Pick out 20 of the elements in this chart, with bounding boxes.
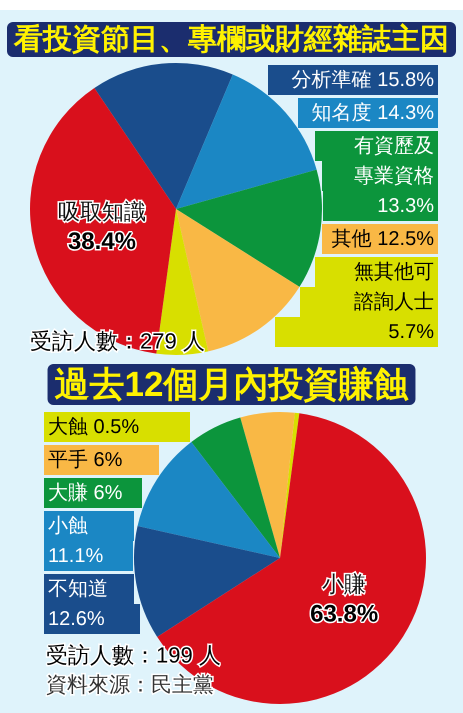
slice-label: 吸取知識 [58,198,146,224]
data-label: 12.6% [48,608,105,630]
chart-title: 過去12個月內投資賺蝕 [54,365,410,404]
legend-label: 平手 6% [48,449,123,471]
data-label: 11.1% [48,545,104,567]
legend-label: 有資歷及專業資格 [354,135,434,187]
legend-label: 分析準確 15.8% [292,69,434,91]
legend-label: 不知道 [48,578,108,600]
legend-label: 小蝕 [48,515,88,537]
legend-label: 其他 12.5% [332,228,434,250]
chart-title: 看投資節目、專欄或財經雜誌主因 [13,22,449,56]
data-label: 13.3% [377,195,434,217]
slice-label: 小賺 [322,571,366,596]
legend-label: 知名度 14.3% [312,102,434,124]
legend-label: 無其他可諮詢人士 [354,261,434,313]
data-label: 63.8% [310,600,378,628]
data-label: 38.4% [68,228,136,255]
legend-label: 大蝕 0.5% [48,416,140,438]
legend-label: 大賺 6% [48,482,123,504]
data-label: 5.7% [388,321,434,343]
